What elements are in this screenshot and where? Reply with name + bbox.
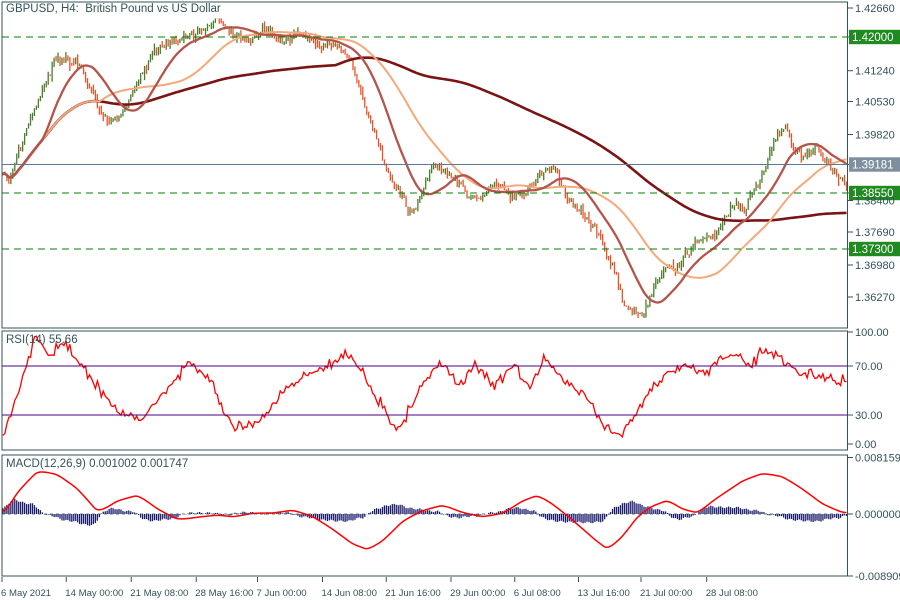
svg-text:GBPUSD, H4: British Pound vs: GBPUSD, H4: British Pound vs US Dollar	[6, 3, 221, 15]
svg-text:1.41240: 1.41240	[855, 66, 895, 78]
svg-text:1.42000: 1.42000	[852, 32, 894, 44]
svg-text:1.37300: 1.37300	[852, 244, 894, 256]
svg-text:30.00: 30.00	[855, 410, 883, 422]
svg-text:6 May 2021: 6 May 2021	[1, 588, 51, 599]
svg-text:MACD(12,26,9) 0.001002 0.00174: MACD(12,26,9) 0.001002 0.001747	[6, 458, 188, 470]
svg-text:1.40530: 1.40530	[855, 97, 895, 109]
svg-text:-0.008909: -0.008909	[855, 571, 900, 583]
svg-text:14 Jun 08:00: 14 Jun 08:00	[322, 588, 377, 599]
svg-text:1.36270: 1.36270	[855, 292, 895, 304]
svg-text:70.00: 70.00	[855, 361, 883, 373]
svg-text:28 Jul 08:00: 28 Jul 08:00	[706, 588, 758, 599]
svg-text:0.008159: 0.008159	[855, 453, 900, 465]
svg-text:0.000000: 0.000000	[855, 509, 900, 521]
svg-text:29 Jun 00:00: 29 Jun 00:00	[450, 588, 505, 599]
svg-text:100.00: 100.00	[855, 327, 889, 339]
svg-text:1.37690: 1.37690	[855, 227, 895, 239]
svg-text:1.36980: 1.36980	[855, 260, 895, 272]
svg-text:1.39181: 1.39181	[852, 160, 894, 172]
svg-text:RSI(14) 55.66: RSI(14) 55.66	[6, 334, 78, 346]
svg-text:1.39820: 1.39820	[855, 130, 895, 142]
svg-text:14 May 00:00: 14 May 00:00	[65, 588, 123, 599]
svg-text:1.42660: 1.42660	[855, 3, 895, 15]
svg-text:0.00: 0.00	[855, 439, 876, 451]
svg-text:21 May 08:00: 21 May 08:00	[130, 588, 188, 599]
svg-text:21 Jul 00:00: 21 Jul 00:00	[640, 588, 692, 599]
svg-text:6 Jul 08:00: 6 Jul 08:00	[514, 588, 561, 599]
svg-text:21 Jun 16:00: 21 Jun 16:00	[385, 588, 440, 599]
svg-text:1.38400: 1.38400	[855, 196, 895, 208]
svg-text:7 Jun 00:00: 7 Jun 00:00	[257, 588, 307, 599]
svg-text:28 May 16:00: 28 May 16:00	[195, 588, 253, 599]
svg-text:13 Jul 16:00: 13 Jul 16:00	[578, 588, 630, 599]
